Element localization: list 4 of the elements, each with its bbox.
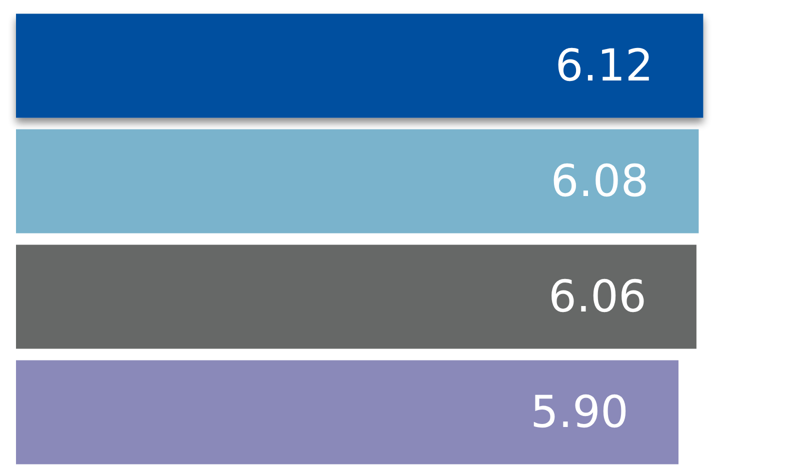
data-label: 6.08 — [550, 156, 649, 207]
data-label: 6.12 — [555, 40, 654, 92]
data-label: 5.90 — [530, 386, 628, 438]
data-label: 6.06 — [548, 271, 646, 322]
